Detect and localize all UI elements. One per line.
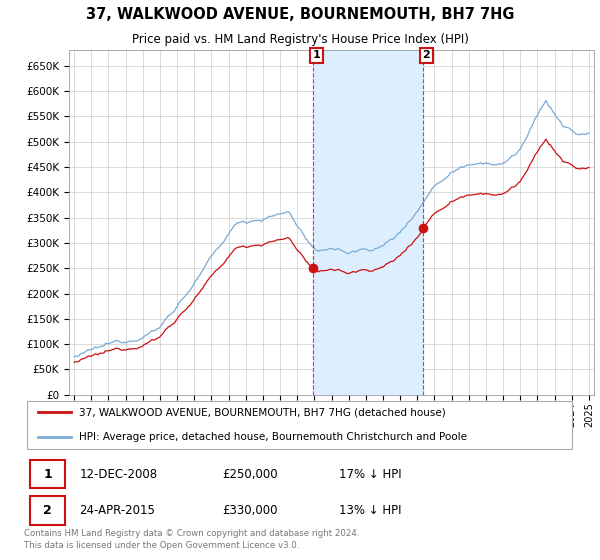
Text: 37, WALKWOOD AVENUE, BOURNEMOUTH, BH7 7HG: 37, WALKWOOD AVENUE, BOURNEMOUTH, BH7 7H…	[86, 7, 514, 22]
Text: Price paid vs. HM Land Registry's House Price Index (HPI): Price paid vs. HM Land Registry's House …	[131, 34, 469, 46]
Text: 2: 2	[43, 504, 52, 517]
Text: 12-DEC-2008: 12-DEC-2008	[79, 468, 157, 480]
FancyBboxPatch shape	[29, 460, 65, 488]
Text: 1: 1	[43, 468, 52, 480]
Bar	[313, 50, 422, 395]
Text: 2: 2	[422, 50, 430, 60]
FancyBboxPatch shape	[29, 496, 65, 525]
Text: £250,000: £250,000	[223, 468, 278, 480]
Text: Contains HM Land Registry data © Crown copyright and database right 2024.
This d: Contains HM Land Registry data © Crown c…	[24, 529, 359, 550]
FancyBboxPatch shape	[27, 401, 572, 449]
Text: 13% ↓ HPI: 13% ↓ HPI	[338, 504, 401, 517]
Text: £330,000: £330,000	[223, 504, 278, 517]
Text: 1: 1	[313, 50, 321, 60]
Text: 17% ↓ HPI: 17% ↓ HPI	[338, 468, 401, 480]
Text: 24-APR-2015: 24-APR-2015	[79, 504, 155, 517]
Text: 37, WALKWOOD AVENUE, BOURNEMOUTH, BH7 7HG (detached house): 37, WALKWOOD AVENUE, BOURNEMOUTH, BH7 7H…	[79, 407, 446, 417]
Text: HPI: Average price, detached house, Bournemouth Christchurch and Poole: HPI: Average price, detached house, Bour…	[79, 432, 467, 442]
